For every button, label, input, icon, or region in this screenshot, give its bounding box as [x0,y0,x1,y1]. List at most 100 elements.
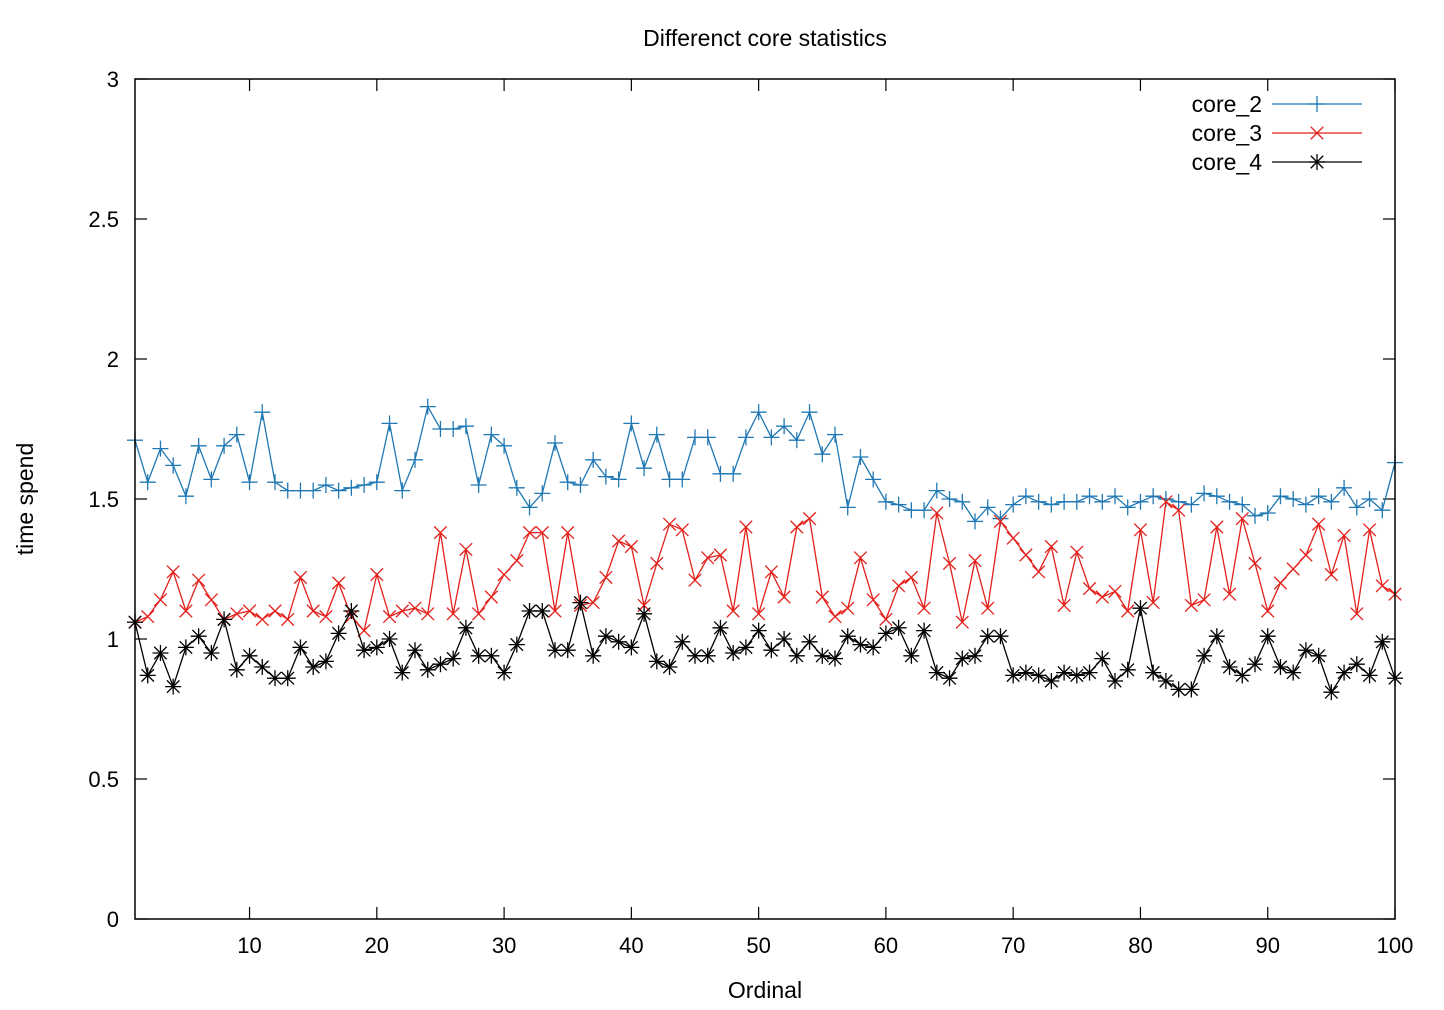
data-point [648,653,665,670]
data-point [1005,496,1022,513]
data-point [1184,598,1199,613]
data-point [483,647,500,664]
data-point [941,670,958,687]
data-point [1183,496,1200,513]
data-point [343,479,360,496]
data-point [368,639,385,656]
data-point [1286,562,1300,576]
data-point [510,553,524,568]
data-point [661,659,678,675]
data-point [216,611,233,628]
data-point [419,661,436,678]
data-point [319,609,333,624]
data-point [1107,488,1123,505]
data-point [317,653,334,670]
data-point [1247,656,1263,673]
data-point [688,573,702,587]
data-point [572,477,589,493]
data-point [1019,548,1033,562]
data-point [228,661,245,678]
data-point [433,525,448,540]
series-layer [127,398,1403,701]
data-point [1057,598,1071,613]
data-point [1309,96,1325,112]
data-point [421,607,435,621]
data-point [1247,507,1263,524]
data-point [599,570,613,585]
data-point [204,593,219,607]
data-point [1068,667,1085,684]
data-point [470,477,487,493]
data-point [1234,667,1251,684]
data-point [1323,684,1340,701]
data-point [279,670,296,687]
data-point [801,633,818,650]
data-point [777,590,791,604]
data-point [1299,548,1313,562]
data-point [1119,661,1136,678]
data-point [508,636,525,653]
data-point [776,631,793,647]
y-tick-label: 3 [107,67,119,92]
data-point [890,619,907,636]
data-point [141,609,155,624]
x-tick-label: 80 [1128,933,1152,958]
data-point [1006,531,1020,545]
data-point [1119,499,1136,516]
y-tick-label: 1 [107,627,119,652]
data-point [955,615,969,629]
data-point [370,567,384,582]
data-point [1210,520,1224,534]
data-point [739,520,753,534]
data-point [1171,503,1186,517]
data-point [407,451,423,468]
data-point [1235,511,1249,526]
data-point [942,556,957,571]
data-point [726,604,740,618]
data-point [1132,600,1149,617]
data-point [166,565,180,579]
data-point [1094,493,1111,510]
data-point [737,429,754,446]
series-core_4 [127,594,1403,701]
data-point [1221,659,1238,675]
data-point [496,664,513,681]
data-point [457,619,474,636]
x-tick-label: 50 [746,933,770,958]
data-point [585,647,602,664]
data-point [1017,664,1034,681]
x-tick-label: 70 [1001,933,1025,958]
data-point [165,678,182,695]
data-point [712,619,729,636]
data-point [1310,488,1327,505]
data-point [561,525,575,540]
data-point [1030,493,1047,510]
data-point [177,639,194,656]
data-point [674,471,691,488]
data-point [597,628,614,645]
data-point [1309,154,1325,170]
data-point [356,477,373,493]
data-point [343,603,360,619]
data-point [1132,493,1149,510]
data-point [967,647,983,664]
data-point [1030,667,1047,684]
data-point [981,601,995,615]
data-point [750,622,767,639]
x-tick-label: 30 [492,933,516,958]
data-point [152,440,169,457]
data-point [1005,667,1022,684]
data-point [1145,488,1162,505]
data-point [852,636,869,653]
data-point [1108,584,1122,599]
data-point [559,642,576,659]
data-point [968,553,982,568]
data-point [699,647,716,664]
data-point [305,659,322,675]
data-point [521,603,538,619]
y-tick-label: 2 [107,347,119,372]
y-tick-label: 2.5 [88,207,119,232]
data-point [317,477,334,493]
data-point [1068,493,1085,510]
data-point [877,493,894,510]
